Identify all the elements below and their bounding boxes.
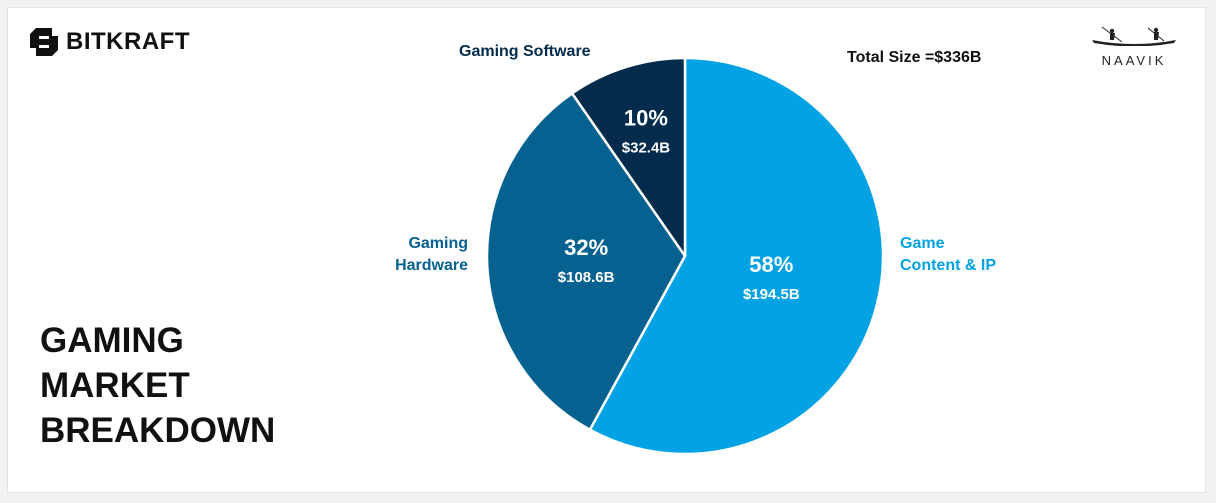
brand-logo: BITKRAFT bbox=[30, 28, 190, 56]
slice-value-label: $194.5B bbox=[743, 286, 800, 303]
boat-logo-icon bbox=[1092, 26, 1176, 47]
total-size: Total Size =$336B bbox=[847, 49, 982, 66]
slice-label-line: Content & IP bbox=[900, 257, 996, 274]
page-title-line: BREAKDOWN bbox=[40, 411, 276, 450]
slice-percent-label: 10% bbox=[624, 105, 668, 130]
bitkraft-logo-icon bbox=[30, 28, 58, 56]
partner-logo: NAAVIK bbox=[1088, 24, 1180, 68]
slice-percent-label: 58% bbox=[749, 252, 793, 277]
slice-hardware bbox=[485, 92, 687, 431]
slice-label-software: Gaming Software bbox=[459, 41, 591, 63]
slice-label-line: Gaming bbox=[408, 235, 468, 252]
page-title: GAMING MARKET BREAKDOWN bbox=[40, 318, 275, 453]
slice-value-label: $32.4B bbox=[622, 139, 671, 156]
slice-label-line: Gaming Software bbox=[459, 43, 591, 60]
slice-game-content bbox=[588, 56, 885, 456]
brand-name: BITKRAFT bbox=[66, 28, 190, 55]
slice-label-line: Game bbox=[900, 235, 945, 252]
slice-label-game-content: Game Content & IP bbox=[900, 233, 996, 277]
page-title-line: MARKET bbox=[40, 366, 190, 405]
slice-software bbox=[570, 56, 687, 258]
partner-name: NAAVIK bbox=[1101, 53, 1167, 68]
slice-label-hardware: Gaming Hardware bbox=[378, 233, 468, 277]
slice-label-line: Hardware bbox=[395, 257, 468, 274]
slice-percent-label: 32% bbox=[564, 235, 608, 260]
page-title-line: GAMING bbox=[40, 321, 184, 360]
slice-value-label: $108.6B bbox=[558, 269, 615, 286]
